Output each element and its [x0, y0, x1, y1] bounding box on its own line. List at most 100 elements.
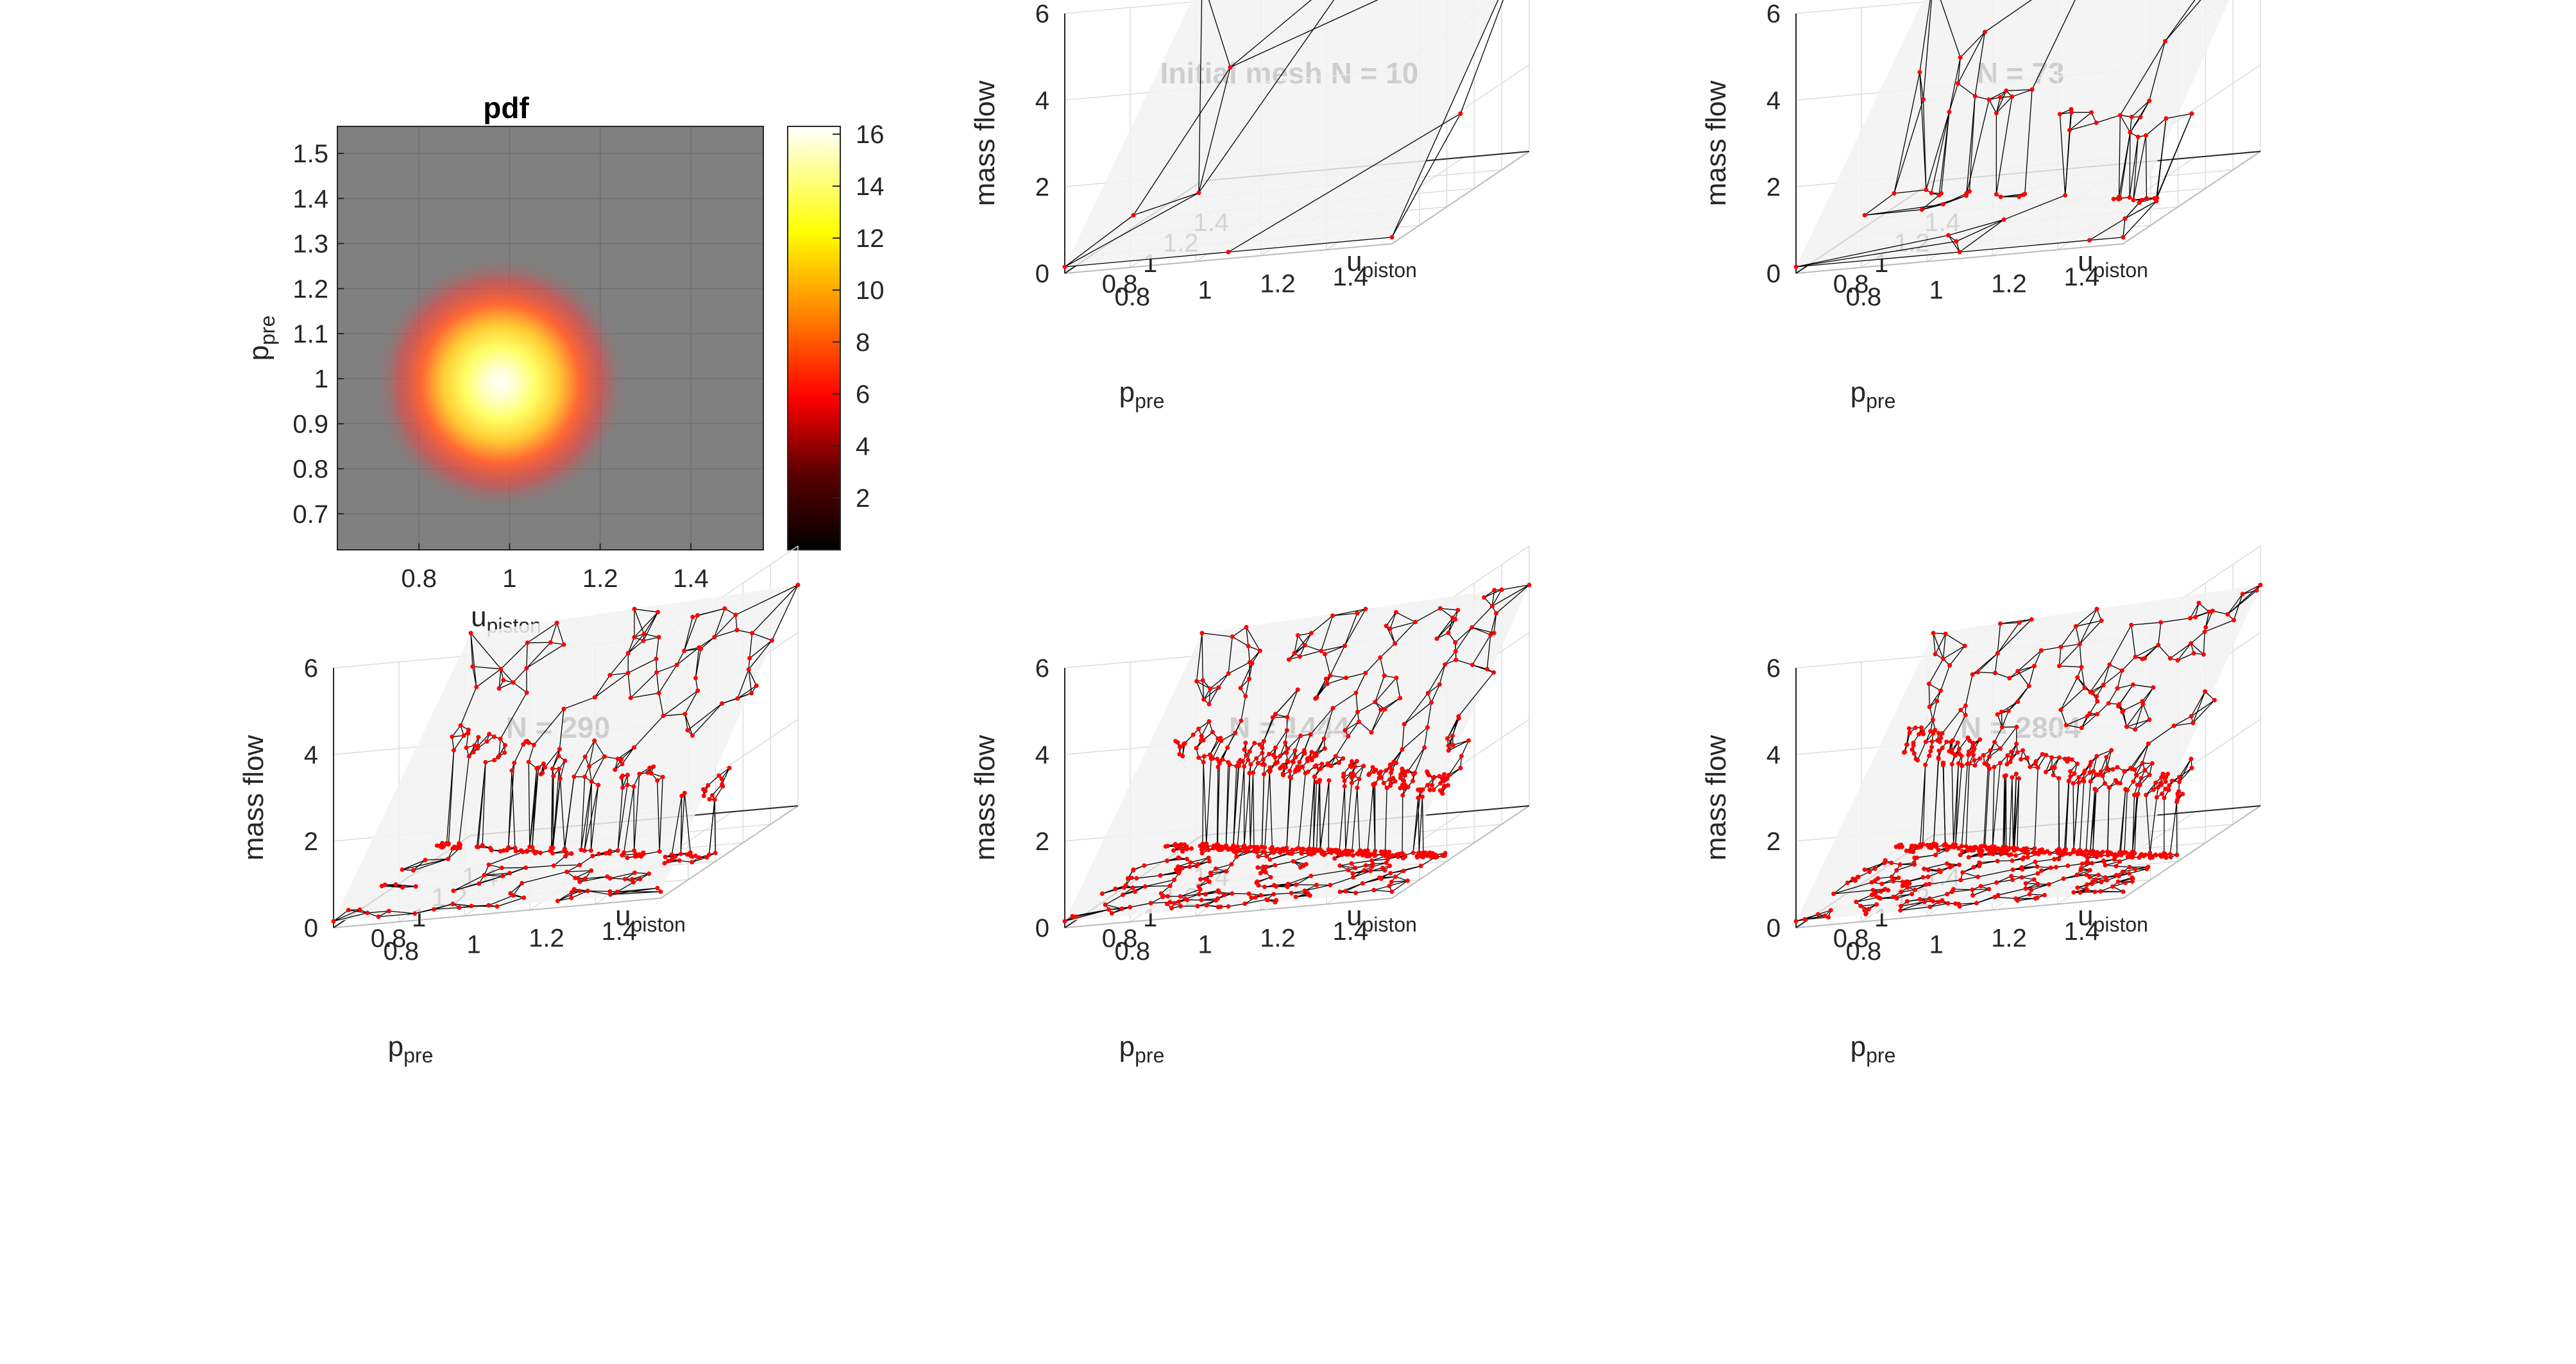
mesh-node [1099, 891, 1105, 896]
mesh-edge [1355, 692, 1359, 712]
mesh-node [1904, 899, 1910, 904]
mesh-edge [2041, 646, 2062, 651]
mesh-node [1297, 760, 1302, 765]
mesh-node [656, 610, 661, 615]
mesh-edge [687, 703, 723, 731]
mesh-node [660, 774, 665, 780]
mesh-node [1284, 750, 1289, 755]
mesh-node [1207, 858, 1212, 864]
mesh-edge [2117, 670, 2123, 689]
mesh-edge [2065, 780, 2070, 849]
mesh-node [557, 747, 562, 752]
mesh-edge [556, 622, 564, 645]
mesh-edge [1804, 915, 1826, 920]
mesh-node [440, 840, 445, 846]
y-tick-label: 1.4 [292, 185, 328, 213]
mesh-node [1926, 681, 1931, 686]
mesh-node [1201, 754, 1207, 759]
mesh-node [615, 756, 620, 762]
mesh-node [1931, 631, 1936, 636]
mesh-node [1353, 865, 1358, 871]
mesh-node [1427, 787, 1432, 792]
mesh-edge [1309, 776, 1316, 849]
mesh-node [632, 606, 637, 611]
mesh-node [1300, 764, 1305, 769]
mesh-edge [2133, 684, 2154, 688]
mesh-node [695, 688, 700, 693]
mesh-edge [1198, 0, 1203, 193]
mesh-edge [1237, 766, 1245, 847]
mesh-node [561, 642, 566, 647]
mesh-edge [472, 666, 501, 670]
mesh-edge [453, 735, 464, 751]
mesh-edge [1344, 608, 1366, 646]
mesh-node [1370, 765, 1375, 770]
mesh-node [1389, 889, 1394, 894]
mesh-node [563, 854, 568, 859]
mesh-edge [1455, 627, 1473, 652]
mesh-node [2051, 772, 2056, 778]
mesh-node [550, 851, 555, 856]
mesh-node [2033, 859, 2038, 864]
mesh-node [619, 775, 624, 780]
mesh-node [1982, 30, 1987, 35]
mesh-node [1470, 662, 1475, 667]
mesh-node [1243, 740, 1248, 746]
mesh-node [2094, 120, 2099, 125]
mesh-edge [2079, 620, 2102, 645]
mesh-node [1453, 657, 1459, 662]
mesh-edge [1972, 889, 1990, 896]
mesh-node [1106, 907, 1112, 912]
y-tick-label: 1 [314, 365, 328, 393]
mesh-edge [622, 774, 629, 788]
mesh-node [1917, 897, 1922, 902]
mesh-node [1349, 775, 1354, 780]
mesh-node [1244, 625, 1249, 630]
mesh-node [734, 627, 740, 633]
mesh-node [1369, 858, 1375, 863]
mesh-edge [1391, 880, 1408, 883]
mesh-node [1260, 864, 1266, 869]
mesh-node [1129, 875, 1134, 880]
mesh-node [1208, 686, 1213, 691]
mesh-edge [752, 633, 772, 641]
mesh-node [1262, 884, 1267, 889]
mesh-node [2007, 676, 2012, 681]
mesh-node [1208, 756, 1214, 762]
mesh-node [1446, 743, 1451, 748]
mesh-node [1258, 892, 1264, 898]
mesh-edge [623, 786, 634, 853]
mesh-node [2049, 755, 2055, 760]
mesh-edge [1984, 769, 1990, 847]
mesh-edge [584, 785, 599, 851]
mesh-node [1113, 886, 1118, 891]
p-tick-label: 0.8 [1846, 937, 1882, 966]
mesh-node [2156, 785, 2161, 790]
p-axis-label: ppre [1119, 1031, 1165, 1067]
mesh-edge [333, 909, 349, 922]
mesh-node [2071, 781, 2076, 786]
mesh-node [625, 651, 631, 656]
mesh-node [1443, 662, 1448, 667]
mesh-node [1954, 239, 1959, 244]
mesh-node [1425, 725, 1430, 730]
mesh-node [589, 868, 594, 873]
mesh-node [1287, 769, 1292, 774]
mesh-node [1216, 888, 1221, 893]
mesh-edge [1332, 613, 1358, 617]
mesh-node [526, 760, 531, 765]
mesh-edge [2118, 132, 2131, 197]
mesh-edge [588, 766, 592, 782]
mesh-node [1333, 754, 1338, 759]
mesh-edge [1294, 735, 1301, 751]
mesh-node [1400, 769, 1405, 774]
mesh-node [1363, 606, 1368, 611]
mesh-node [556, 753, 561, 758]
mesh-node [538, 850, 543, 855]
mesh-edge [1201, 633, 1233, 638]
mesh-node [654, 670, 659, 675]
mesh-edge [1373, 784, 1376, 851]
mesh-node [2017, 194, 2022, 200]
mesh-node [2254, 588, 2259, 593]
mesh-edge [695, 647, 700, 678]
